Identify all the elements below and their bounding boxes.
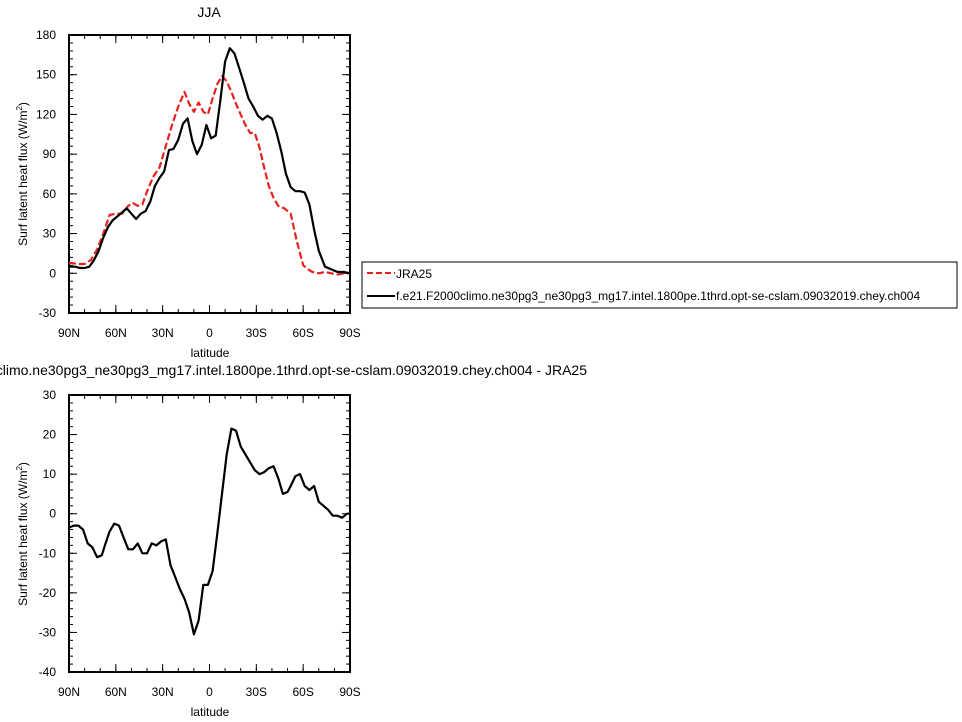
- y-tick-label: 30: [43, 388, 57, 402]
- bottom-y-axis-label: Surf latent heat flux (W/m2): [15, 462, 30, 606]
- top-x-axis-label: latitude: [191, 346, 230, 360]
- y-tick-label: 90: [43, 147, 57, 161]
- x-tick-label: 30S: [246, 326, 267, 340]
- legend-label-model: f.e21.F2000climo.ne30pg3_ne30pg3_mg17.in…: [396, 289, 920, 303]
- bottom-plot-frame: [68, 394, 351, 673]
- x-tick-label: 90N: [58, 326, 80, 340]
- x-tick-label: 0: [206, 685, 213, 699]
- bottom-xtick-labels: 90N 60N 30N 0 30S 60S 90S: [58, 685, 361, 699]
- top-series-line-jra25: [68, 74, 350, 276]
- y-tick-label: 0: [49, 507, 56, 521]
- x-tick-label: 90S: [339, 326, 360, 340]
- y-tick-label: -40: [39, 665, 57, 679]
- bottom-title: f.e21.F2000climo.ne30pg3_ne30pg3_mg17.in…: [0, 362, 587, 378]
- bottom-y-axis-label-close: ): [16, 462, 30, 466]
- top-y-axis-label: Surf latent heat flux (W/m2): [15, 102, 30, 246]
- bottom-x-axis-label: latitude: [191, 705, 230, 719]
- y-tick-label: 10: [43, 467, 57, 481]
- bottom-series-line-difference: [68, 427, 350, 636]
- x-tick-label: 30N: [152, 326, 174, 340]
- bottom-series: [68, 427, 350, 636]
- top-ytick-labels: -30 0 30 60 90 120 150 180: [36, 28, 56, 320]
- x-tick-label: 60N: [105, 685, 127, 699]
- bottom-y-axis-label-superscript: 2: [15, 466, 24, 471]
- y-tick-label: -30: [39, 625, 57, 639]
- y-tick-label: -20: [39, 586, 57, 600]
- top-ticks: [68, 34, 351, 314]
- y-tick-label: 0: [49, 266, 56, 280]
- y-tick-label: 20: [43, 428, 57, 442]
- top-panel: JJA -30 0 30 60 90 120 150 180 90N 60N 30N 0 30S 60S…: [15, 4, 361, 360]
- y-tick-label: 120: [36, 107, 56, 121]
- y-tick-label: 30: [43, 227, 57, 241]
- y-tick-label: 60: [43, 187, 57, 201]
- x-tick-label: 30S: [246, 685, 267, 699]
- legend-label-jra25: JRA25: [396, 267, 432, 281]
- x-tick-label: 0: [206, 326, 213, 340]
- y-tick-label: -10: [39, 546, 57, 560]
- x-tick-label: 90N: [58, 685, 80, 699]
- x-tick-label: 90S: [339, 685, 360, 699]
- x-tick-label: 60S: [292, 326, 313, 340]
- top-y-axis-label-main: Surf latent heat flux (W/m: [16, 111, 30, 246]
- top-xtick-labels: 90N 60N 30N 0 30S 60S 90S: [58, 326, 361, 340]
- y-tick-label: -30: [39, 306, 57, 320]
- top-series-line-f: [69, 47, 351, 275]
- x-tick-label: 60S: [292, 685, 313, 699]
- top-plot-frame: [68, 34, 351, 314]
- bottom-ticks: [68, 394, 351, 673]
- y-tick-label: 180: [36, 28, 56, 42]
- bottom-panel: f.e21.F2000climo.ne30pg3_ne30pg3_mg17.in…: [0, 362, 587, 719]
- top-y-axis-label-close: ): [16, 102, 30, 106]
- x-tick-label: 60N: [105, 326, 127, 340]
- bottom-ytick-labels: -40 -30 -20 -10 0 10 20 30: [39, 388, 57, 679]
- top-series: [68, 47, 351, 276]
- y-tick-label: 150: [36, 68, 56, 82]
- bottom-y-axis-label-main: Surf latent heat flux (W/m: [16, 471, 30, 606]
- legend: JRA25 f.e21.F2000climo.ne30pg3_ne30pg3_m…: [361, 261, 958, 309]
- top-title: JJA: [197, 4, 221, 20]
- legend-box: [361, 261, 958, 309]
- x-tick-label: 30N: [152, 685, 174, 699]
- top-y-axis-label-superscript: 2: [15, 106, 24, 111]
